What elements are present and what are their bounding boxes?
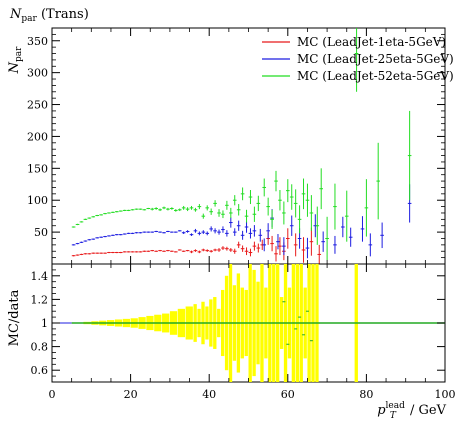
xtick-label: 80 (359, 388, 373, 401)
legend-label-1: MC (LeadJet-1eta-5GeV) (297, 35, 446, 49)
main-ytick-label: 250 (27, 99, 48, 112)
legend-label-2: MC (LeadJet-25eta-5GeV) (297, 52, 454, 66)
main-ytick-label: 150 (27, 162, 48, 175)
ratio-ytick-label: 1 (41, 317, 48, 330)
legend-label-3: MC (LeadJet-52eta-5GeV) (297, 69, 454, 83)
ratio-ylabel: MC/data (7, 289, 22, 346)
xtick-label: 60 (281, 388, 295, 401)
ratio-ytick-label: 0.6 (31, 364, 49, 377)
main-ytick-label: 100 (27, 194, 48, 207)
main-plot (51, 27, 446, 265)
ratio-ytick-label: 1.2 (31, 293, 49, 306)
main-ytick-label: 200 (27, 130, 48, 143)
ratio-ytick-label: 1.4 (31, 270, 49, 283)
xtick-label: 40 (202, 388, 216, 401)
main-ytick-label: 350 (27, 35, 48, 48)
ratio-ytick-label: 0.8 (31, 341, 49, 354)
x-axis-label: plead T / GeV (377, 401, 446, 421)
xtick-label: 0 (49, 388, 56, 401)
xtick-label: 100 (435, 388, 456, 401)
legend: MC (LeadJet-1eta-5GeV) MC (LeadJet-25eta… (262, 35, 454, 83)
main-ytick-label: 50 (34, 226, 48, 239)
xtick-label: 20 (124, 388, 138, 401)
main-ylabel: Npar (7, 46, 24, 75)
ratio-plot (51, 263, 446, 383)
chart-title: Npar (Trans) (9, 7, 89, 24)
main-ytick-label: 300 (27, 67, 48, 80)
